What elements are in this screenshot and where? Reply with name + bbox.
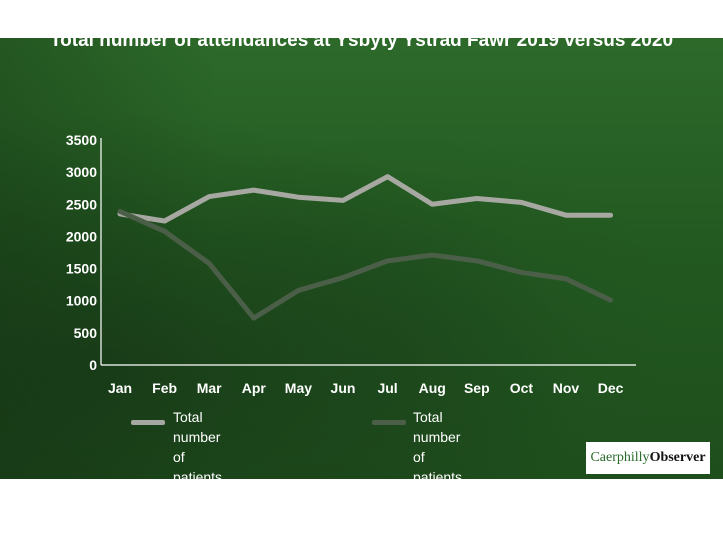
x-tick-label: Sep [464,380,490,396]
legend-swatch-2019 [131,420,165,425]
x-tick-label: Aug [419,380,446,396]
x-tick-label: Jun [331,380,356,396]
x-tick-label: Nov [553,380,580,396]
background-photo [0,38,723,479]
legend-label-2020: Total number of patients 2020 [413,407,462,507]
chart-title: Total number of attendances at Ysbyty Ys… [49,30,674,51]
series-line-2019 [117,174,614,224]
x-tick-labels: Jan Feb Mar Apr May Jun Jul Aug Sep Oct Nov Dec [108,380,624,396]
y-tick-label: 3500 [66,132,97,148]
y-tick-labels: 3500 3000 2500 2000 1500 1000 500 0 [66,132,97,373]
x-tick-label: Feb [152,380,177,396]
chart-axes [100,138,636,366]
legend-label-2019-line1: Total number of patients [173,409,223,485]
brand-logo: Caerphilly Observer [586,442,710,474]
x-tick-label: Jan [108,380,132,396]
x-tick-label: Dec [598,380,624,396]
y-tick-label: 1000 [66,293,97,309]
x-tick-label: Jul [377,380,397,396]
x-tick-label: Apr [242,380,267,396]
y-tick-label: 2500 [66,196,97,212]
y-tick-label: 0 [89,357,97,373]
y-tick-label: 1500 [66,261,97,277]
y-tick-label: 500 [74,325,98,341]
x-tick-label: Mar [197,380,222,396]
brand-logo-part1: Caerphilly [590,450,650,465]
chart-panel [0,38,723,479]
x-tick-label: May [285,380,312,396]
x-tick-label: Oct [510,380,534,396]
series-line-2020 [117,208,614,321]
y-tick-label: 2000 [66,228,97,244]
y-tick-label: 3000 [66,164,97,180]
legend-label-2020-line1: Total number of patients [413,409,463,485]
series-lines [117,174,614,321]
legend-label-2020-line2: 2020 [413,489,445,505]
legend-swatch-2020 [372,420,406,425]
legend-label-2019: Total number of patients 2019 [173,407,222,507]
brand-logo-part2: Observer [649,450,706,465]
legend-label-2019-line2: 2019 [173,489,205,505]
